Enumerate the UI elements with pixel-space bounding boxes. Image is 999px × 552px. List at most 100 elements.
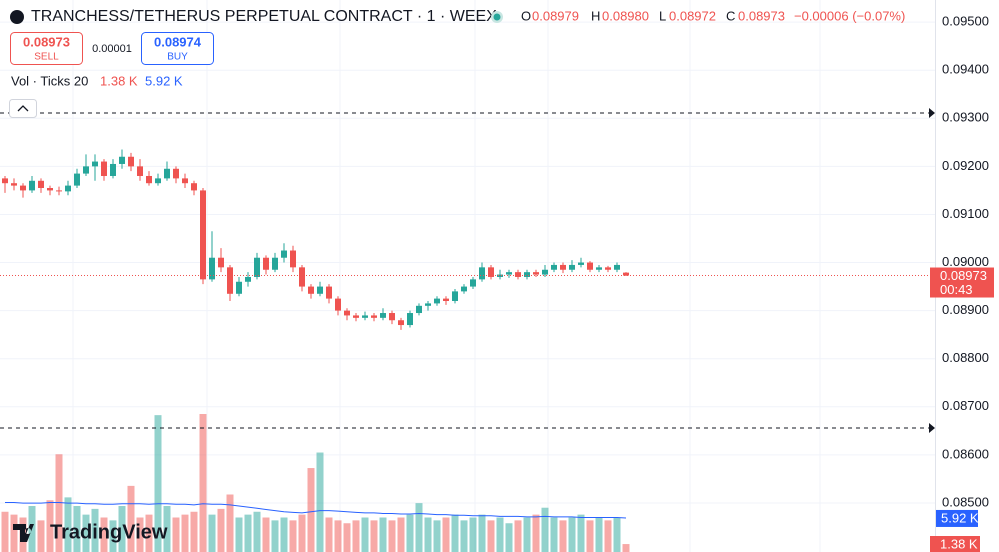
y-tick-label: 0.09000 <box>942 254 989 269</box>
volume-ma-line <box>5 502 627 519</box>
candle-body <box>218 257 224 268</box>
ohlc-value: 0.08972 <box>669 8 716 23</box>
sell-price: 0.08973 <box>23 34 70 49</box>
candle-body <box>380 313 386 318</box>
volume-badge-text: 1.38 K <box>940 536 978 551</box>
volume-legend: Vol · Ticks 20 1.38 K 5.92 K <box>9 73 183 118</box>
candle-body <box>83 166 89 174</box>
volume-bar <box>460 520 468 552</box>
candle-body <box>272 257 278 270</box>
grid <box>0 0 935 552</box>
volume-bar <box>415 503 423 552</box>
volume-bar <box>604 520 612 552</box>
candle-body <box>452 291 458 302</box>
y-tick-label: 0.08700 <box>942 398 989 413</box>
status-dot <box>493 13 501 21</box>
volume-bar <box>325 517 333 552</box>
trade-buttons: 0.08973 SELL 0.00001 0.08974 BUY <box>10 32 214 65</box>
candle-body <box>164 168 170 179</box>
volume-bar <box>496 517 504 552</box>
candle-body <box>2 178 8 184</box>
volume-bar <box>451 514 459 552</box>
candle-body <box>398 320 404 326</box>
candle-body <box>317 286 323 294</box>
buy-price: 0.08974 <box>154 34 202 49</box>
volume-bar <box>109 520 117 552</box>
volume-bar <box>577 514 585 552</box>
volume-bar <box>550 517 558 552</box>
candle-body <box>353 315 359 318</box>
volume-bar <box>271 520 279 552</box>
volume-bar <box>568 517 576 552</box>
logo-icon <box>13 524 34 542</box>
volume-bar <box>298 514 306 552</box>
candle-body <box>200 190 206 280</box>
volume-value: 1.38 K <box>100 73 138 88</box>
volume-ma-badge <box>936 509 978 527</box>
collapse-button[interactable] <box>9 99 37 118</box>
candle-body <box>533 272 539 275</box>
volume-bar <box>442 517 450 552</box>
candle-body <box>101 161 107 176</box>
price-badge <box>930 267 994 298</box>
candle-body <box>110 163 116 176</box>
volume-ma-badge-text: 5.92 K <box>941 510 979 525</box>
title: TRANCHESS/TETHERUS PERPETUAL CONTRACT · … <box>31 8 497 25</box>
volume-bar <box>523 517 531 552</box>
volume-bar <box>64 497 72 552</box>
y-tick-label: 0.08800 <box>942 350 989 365</box>
volume-bar <box>199 414 207 552</box>
volume-bar <box>280 517 288 552</box>
sell-label: SELL <box>34 52 59 63</box>
candle-body <box>29 180 35 191</box>
volume-bar <box>10 514 18 552</box>
y-tick-label: 0.09400 <box>942 62 989 77</box>
volume-bar <box>622 544 630 552</box>
volume-bar <box>307 468 315 552</box>
logo: TradingView <box>13 521 168 543</box>
volume-bar <box>190 511 198 552</box>
candle-body <box>470 279 476 287</box>
candle-body <box>461 286 467 292</box>
volume-bar <box>91 508 99 552</box>
candle-body <box>47 188 53 191</box>
candle-body <box>371 315 377 318</box>
price-badge-value: 0.08973 <box>940 268 987 283</box>
volume-bar <box>559 520 567 552</box>
symbol-icon <box>10 10 24 24</box>
volume-bar <box>532 514 540 552</box>
volume-bar <box>487 520 495 552</box>
volume-bar <box>316 452 324 552</box>
candle-body <box>56 190 62 192</box>
candle-body <box>479 267 485 280</box>
volume-bar <box>289 520 297 552</box>
candle-body <box>137 166 143 176</box>
candle-body <box>443 298 449 302</box>
candle-body <box>587 262 593 270</box>
volume-bar <box>397 517 405 552</box>
volume-bar <box>334 520 342 552</box>
candle-body <box>299 267 305 287</box>
candle-body <box>362 315 368 318</box>
candle-body <box>38 180 44 189</box>
candle-body <box>326 286 332 299</box>
ohlc-value: 0.08980 <box>602 8 649 23</box>
candle-body <box>488 267 494 277</box>
price-badge-countdown: 00:43 <box>940 282 973 297</box>
spread: 0.00001 <box>92 43 132 55</box>
volume-bar <box>370 520 378 552</box>
ohlc-label: C <box>726 8 735 23</box>
volume-label: Vol · Ticks 20 <box>11 73 88 88</box>
ohlc-label: L <box>659 8 666 23</box>
buy-button[interactable] <box>141 32 214 65</box>
price-axis: 0.09500 0.09400 0.09300 0.09200 0.09100 0.090… <box>930 14 994 552</box>
sell-button[interactable] <box>10 32 83 65</box>
candle-body <box>605 267 611 270</box>
candle-body <box>614 264 620 270</box>
volume-bar <box>154 415 162 552</box>
volume-bar <box>541 507 549 552</box>
candle-body <box>146 175 152 184</box>
y-tick-label: 0.09100 <box>942 206 989 221</box>
level-arrow <box>929 422 935 433</box>
